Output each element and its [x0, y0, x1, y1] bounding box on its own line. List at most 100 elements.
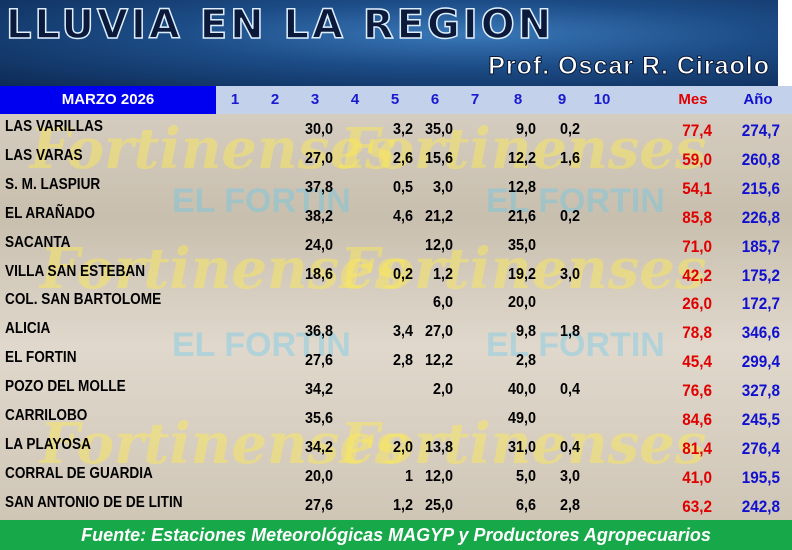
- day-value: 0,4: [559, 381, 580, 399]
- table-row: LA PLAYOSA 34,2 2,0 13,8 31,0 0,4 81,4 276,4: [0, 433, 792, 462]
- mes-header: Mes: [678, 91, 708, 108]
- day-value: 12,0: [424, 236, 453, 254]
- station-name: POZO DEL MOLLE: [5, 378, 126, 396]
- month-total: 42,2: [682, 265, 712, 285]
- year-total: 185,7: [741, 236, 780, 256]
- station-name: ALICIA: [5, 320, 51, 338]
- year-total: 274,7: [741, 121, 780, 140]
- day-header: 10: [593, 91, 611, 108]
- table-row: EL FORTIN 27,6 2,8 12,2 2,8 45,4 299,4: [0, 346, 792, 375]
- day-value: 9,0: [515, 121, 536, 138]
- day-header: 4: [350, 91, 360, 108]
- page-title: LLUVIA EN LA REGION: [5, 1, 555, 49]
- day-value: 30,0: [304, 121, 333, 138]
- table-row: CORRAL DE GUARDIA 20,0 1 12,0 5,0 3,0 41,0 195,…: [0, 462, 792, 491]
- day-value: 0,5: [392, 178, 413, 196]
- year-total: 242,8: [741, 496, 780, 516]
- day-value: 27,0: [424, 323, 453, 341]
- station-name: S. M. LASPIUR: [5, 175, 101, 193]
- day-header: 3: [310, 91, 320, 108]
- day-header: 1: [230, 91, 240, 108]
- station-name: CORRAL DE GUARDIA: [5, 464, 153, 482]
- month-total: 26,0: [682, 294, 712, 314]
- day-value: 40,0: [507, 381, 536, 399]
- banner: LLUVIA EN LA REGION Prof. Oscar R. Cirao…: [0, 0, 778, 86]
- day-value: 3,0: [432, 178, 453, 196]
- day-value: 20,0: [507, 294, 536, 312]
- month-total: 45,4: [682, 352, 712, 372]
- day-value: 3,2: [392, 121, 413, 138]
- year-total: 175,2: [741, 265, 780, 285]
- day-value: 2,8: [559, 496, 580, 514]
- year-total: 172,7: [741, 294, 780, 314]
- station-name: LA PLAYOSA: [5, 435, 91, 453]
- ano-header: Año: [743, 91, 773, 108]
- year-total: 327,8: [741, 381, 780, 401]
- day-value: 5,0: [515, 467, 536, 485]
- rainfall-table: Fortinenses Fortinenses Fortinenses Fort…: [0, 86, 792, 520]
- table-row: S. M. LASPIUR 37,8 0,5 3,0 12,8 54,1 215,6: [0, 173, 792, 202]
- day-value: 1,8: [559, 323, 580, 341]
- day-value: 9,8: [515, 323, 536, 341]
- day-value: 19,2: [507, 265, 536, 283]
- day-value: 38,2: [304, 207, 333, 225]
- year-total: 260,8: [741, 149, 780, 169]
- month-total: 63,2: [682, 496, 712, 516]
- year-total: 245,5: [741, 410, 780, 429]
- day-value: 6,0: [432, 294, 453, 312]
- day-header: 2: [270, 91, 280, 108]
- day-value: 35,0: [507, 236, 536, 254]
- day-value: 4,6: [392, 207, 413, 225]
- year-total: 226,8: [741, 207, 780, 227]
- day-header: 9: [557, 91, 567, 108]
- watermark: Fortinenses: [30, 116, 397, 182]
- day-value: 1,2: [432, 265, 453, 283]
- day-value: 2,0: [432, 381, 453, 399]
- day-value: 27,6: [304, 496, 333, 514]
- day-value: 12,2: [424, 352, 453, 370]
- day-value: 2,6: [392, 149, 413, 167]
- watermark-logo: EL FORTIN: [486, 326, 665, 364]
- watermark-logo: EL FORTIN: [486, 182, 665, 220]
- table-row: LAS VARILLAS 30,0 3,2 35,0 9,0 0,2 77,4 274,7: [0, 115, 792, 144]
- day-value: 25,0: [424, 496, 453, 514]
- month-total: 71,0: [682, 236, 712, 256]
- day-header: 7: [470, 91, 480, 108]
- day-value: 13,8: [424, 438, 453, 456]
- table-row: SACANTA 24,0 12,0 35,0 71,0 185,7: [0, 231, 792, 260]
- month-label: MARZO 2026: [0, 86, 216, 114]
- day-value: 27,6: [304, 352, 333, 370]
- day-value: 0,4: [559, 438, 580, 456]
- day-value: 20,0: [304, 467, 333, 485]
- watermark-logo: EL FORTIN: [172, 326, 351, 364]
- day-value: 12,8: [507, 178, 536, 196]
- day-value: 15,6: [424, 149, 453, 167]
- day-value: 21,6: [507, 207, 536, 225]
- day-value: 2,8: [515, 352, 536, 370]
- year-total: 276,4: [741, 438, 780, 458]
- table-row: CARRILOBO 35,6 49,0 84,6 245,5: [0, 404, 792, 433]
- day-value: 0,2: [559, 207, 580, 225]
- table-row: EL ARAÑADO 38,2 4,6 21,2 21,6 0,2 85,8 226,8: [0, 202, 792, 231]
- day-header: 8: [513, 91, 523, 108]
- day-value: 49,0: [507, 410, 536, 427]
- watermark: Fortinenses: [40, 411, 407, 477]
- station-name: SACANTA: [5, 233, 71, 251]
- year-total: 195,5: [741, 467, 780, 487]
- month-total: 76,6: [682, 381, 712, 401]
- table-row: SAN ANTONIO DE DE LITIN 27,6 1,2 25,0 6,6 2,8…: [0, 491, 792, 520]
- day-value: 35,6: [304, 410, 333, 427]
- day-value: 35,0: [424, 121, 453, 138]
- source-footer: Fuente: Estaciones Meteorológicas MAGYP …: [0, 520, 792, 550]
- month-total: 41,0: [682, 467, 712, 487]
- day-value: 3,0: [559, 265, 580, 283]
- table-header: MARZO 2026 1 2 3 4 5 6 7 8 9 10 Mes Año: [0, 86, 792, 114]
- month-total: 81,4: [682, 438, 712, 458]
- watermark: Fortinenses: [40, 236, 407, 302]
- day-value: 1: [404, 467, 413, 485]
- day-value: 3,4: [392, 323, 413, 341]
- day-value: 34,2: [304, 438, 333, 456]
- month-total: 84,6: [682, 410, 712, 429]
- month-total: 78,8: [682, 323, 712, 343]
- table-row: VILLA SAN ESTEBAN 18,6 0,2 1,2 19,2 3,0 42,2 17…: [0, 260, 792, 289]
